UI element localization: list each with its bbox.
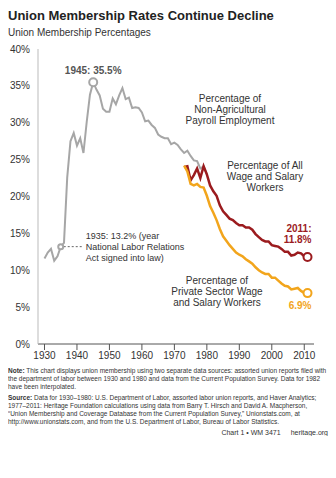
svg-text:1945: 35.5%: 1945: 35.5% xyxy=(65,65,122,76)
svg-text:6.9%: 6.9% xyxy=(289,300,312,311)
svg-text:40%: 40% xyxy=(10,44,30,55)
svg-text:1950: 1950 xyxy=(98,350,121,361)
svg-text:1935: 13.2% (yearNational Labo: 1935: 13.2% (yearNational Labor Relation… xyxy=(86,231,185,263)
svg-text:1970: 1970 xyxy=(163,350,186,361)
svg-text:2011:11.8%: 2011:11.8% xyxy=(284,223,312,245)
html-text:Chart 1 • WM 3471: Chart 1 • WM 3471 xyxy=(221,429,281,436)
svg-text:15%: 15% xyxy=(10,228,30,239)
html-text:Note: This chart displays unio: Note: This chart displays union membersh… xyxy=(8,367,327,390)
svg-text:1980: 1980 xyxy=(196,350,219,361)
html-text:heritage.org: heritage.org xyxy=(290,429,328,436)
svg-text:2000: 2000 xyxy=(261,350,284,361)
svg-text:20%: 20% xyxy=(10,191,30,202)
svg-text:10%: 10% xyxy=(10,265,30,276)
svg-text:25%: 25% xyxy=(10,154,30,165)
html-text:Percentage of: Percentage of xyxy=(198,93,262,104)
html-text:Union Membership Rates Continu: Union Membership Rates Continue Decline xyxy=(8,8,274,23)
svg-text:2010: 2010 xyxy=(293,350,316,361)
html-text:Private Sector Wage: Private Sector Wage xyxy=(171,286,263,297)
html-text:Percentage of All: Percentage of All xyxy=(227,160,303,171)
html-text:Percentage of: Percentage of xyxy=(185,275,249,286)
html-text:and Salary Workers: and Salary Workers xyxy=(173,297,261,308)
html-text:Source: Data for 1930–1980: U.: Source: Data for 1930–1980: U.S. Departm… xyxy=(8,394,317,425)
svg-text:1960: 1960 xyxy=(131,350,154,361)
svg-text:1990: 1990 xyxy=(228,350,251,361)
svg-text:35%: 35% xyxy=(10,80,30,91)
svg-text:1930: 1930 xyxy=(33,350,56,361)
svg-text:0%: 0% xyxy=(16,339,31,350)
html-text:Non-Agricultural: Non-Agricultural xyxy=(194,104,266,115)
svg-text:1940: 1940 xyxy=(66,350,89,361)
html-text:Wage and Salary: Wage and Salary xyxy=(226,171,304,182)
svg-text:5%: 5% xyxy=(16,302,31,313)
html-text:Payroll Employment: Payroll Employment xyxy=(185,115,275,126)
svg-text:30%: 30% xyxy=(10,117,30,128)
html-text:Union Membership Percentages: Union Membership Percentages xyxy=(8,27,151,38)
html-text:Workers: Workers xyxy=(246,182,284,193)
